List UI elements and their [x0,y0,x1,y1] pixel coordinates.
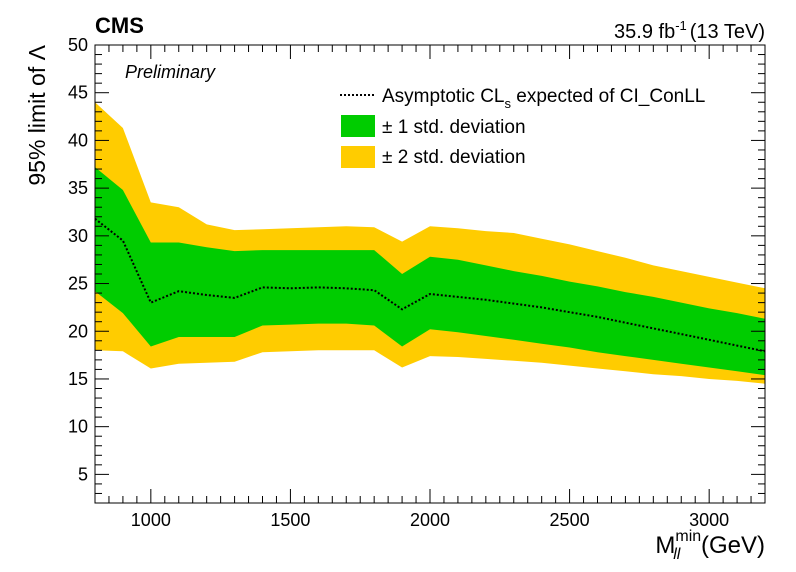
x-tick-label: 3000 [689,510,729,530]
y-tick-label: 25 [68,274,88,294]
expected-limit-line [94,217,766,353]
preliminary-label: Preliminary [125,62,216,82]
x-axis-title: Mmin ll (GeV) [655,528,765,563]
x-tick-label: 1500 [270,510,310,530]
y-tick-label: 30 [68,226,88,246]
legend-two-sigma-swatch [341,146,375,168]
legend: Asymptotic CLs expected of CI_ConLL ± 1 … [340,86,705,168]
x-axis-ticks: 1000 1500 2000 2500 3000 [94,45,766,530]
y-axis-title: 95% limit of Λ [24,44,50,185]
x-tick-label: 2000 [410,510,450,530]
legend-two-sigma-label: ± 2 std. deviation [382,147,526,168]
y-tick-label: 40 [68,130,88,150]
y-tick-label: 35 [68,178,88,198]
y-tick-label: 45 [68,83,88,103]
y-axis-ticks: 5 10 15 20 25 30 35 40 45 50 [68,35,765,504]
y-tick-label: 10 [68,417,88,437]
experiment-label: CMS [95,13,144,38]
y-tick-label: 15 [68,369,88,389]
legend-one-sigma-label: ± 1 std. deviation [382,117,526,138]
legend-one-sigma-swatch [341,115,375,137]
x-tick-label: 2500 [550,510,590,530]
y-tick-label: 5 [78,464,88,484]
y-tick-label: 20 [68,321,88,341]
legend-expected-label: Asymptotic CLs expected of CI_ConLL [382,86,705,111]
one-sigma-band [95,167,765,376]
x-tick-label: 1000 [131,510,171,530]
y-tick-label: 50 [68,35,88,55]
luminosity-label: 35.9 fb-1 (13 TeV) [614,18,765,43]
